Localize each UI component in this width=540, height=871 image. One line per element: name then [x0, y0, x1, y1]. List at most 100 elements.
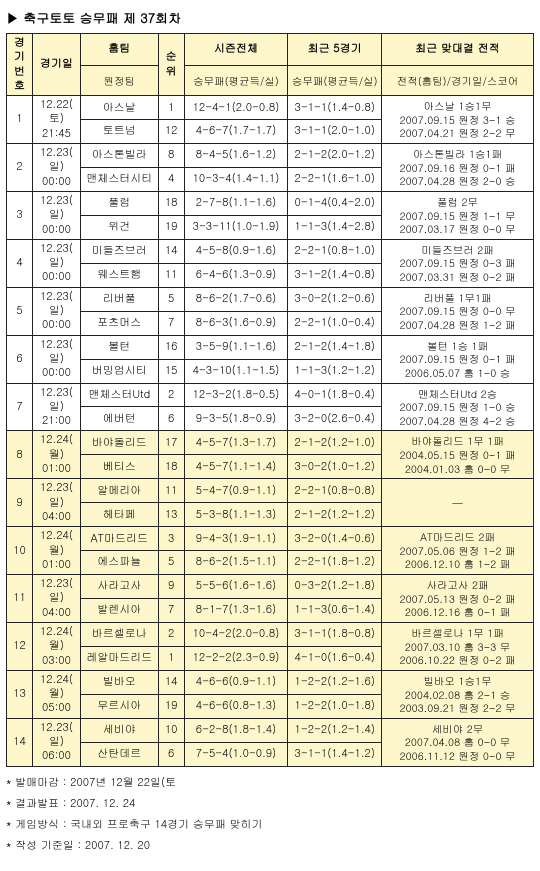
h2h: 바야돌리드 1무 1패2004.05.15 원정 0-1 패2004.01.03…	[382, 431, 534, 479]
away-rank: 19	[158, 694, 184, 718]
home-rank: 11	[158, 479, 184, 503]
home-recent5: 0-1-4(0.4-2.0)	[288, 191, 382, 215]
away-rank: 6	[158, 742, 184, 766]
away-recent5: 1-1-3(0.6-1.4)	[288, 599, 382, 623]
h2h: 볼턴 1승 1패2007.09.15 원정 0-1 패2006.05.07 홈 …	[382, 335, 534, 383]
hdr-matchno: 경기번호	[7, 34, 33, 96]
home-season: 12-3-2(1.8-0.5)	[184, 383, 288, 407]
home-recent5: 3-0-2(1.2-0.6)	[288, 287, 382, 311]
match-date: 12.23(일)00:00	[32, 144, 80, 192]
match-date: 12.23(일)04:00	[32, 575, 80, 623]
away-team: 레알마드리드	[80, 646, 158, 670]
away-rank: 7	[158, 599, 184, 623]
match-date: 12.22(토)21:45	[32, 96, 80, 144]
away-team: 무르시아	[80, 694, 158, 718]
h2h: 사라고사 2패2007.05.13 원정 0-2 패2006.12.16 홈 0…	[382, 575, 534, 623]
home-team: 알메리아	[80, 479, 158, 503]
hdr-sub-stat2: 승무패(평균득/실)	[288, 65, 382, 96]
home-recent5: 3-1-1(1.4-0.8)	[288, 96, 382, 120]
home-season: 5-4-7(0.9-1.1)	[184, 479, 288, 503]
footer-line: * 발매마감 : 2007년 12월 22일(토	[6, 775, 534, 790]
home-rank: 18	[158, 191, 184, 215]
match-date: 12.24(월)01:00	[32, 527, 80, 575]
away-team: 위건	[80, 215, 158, 239]
home-team: 세비야	[80, 718, 158, 742]
home-team: 미들즈브러	[80, 239, 158, 263]
away-team: 발렌시아	[80, 599, 158, 623]
away-recent5: 3-1-2(1.4-0.8)	[288, 263, 382, 287]
h2h: 아스톤빌라 1승1패2007.09.16 원정 0-1 패2007.04.28 …	[382, 144, 534, 192]
match-date: 12.23(일)00:00	[32, 191, 80, 239]
home-recent5: 1-2-2(1.2-1.6)	[288, 670, 382, 694]
away-recent5: 3-0-2(1.0-1.2)	[288, 455, 382, 479]
home-team: 아스날	[80, 96, 158, 120]
away-team: 에스파뇰	[80, 551, 158, 575]
away-season: 4-3-10(1.1-1.5)	[184, 359, 288, 383]
home-season: 8-6-2(1.7-0.6)	[184, 287, 288, 311]
home-rank: 16	[158, 335, 184, 359]
hdr-date: 경기일	[32, 34, 80, 96]
match-no: 13	[7, 670, 33, 718]
away-team: 포츠머스	[80, 311, 158, 335]
home-recent5: 2-1-2(2.0-1.2)	[288, 144, 382, 168]
match-no: 11	[7, 575, 33, 623]
match-no: 1	[7, 96, 33, 144]
home-rank: 14	[158, 239, 184, 263]
home-rank: 17	[158, 431, 184, 455]
footer-line: * 게임방식 : 국내외 프로축구 14경기 승무패 맞히기	[6, 817, 534, 832]
match-date: 12.24(월)03:00	[32, 622, 80, 670]
match-no: 7	[7, 383, 33, 431]
match-no: 4	[7, 239, 33, 287]
away-recent5: 2-2-1(1.6-1.0)	[288, 168, 382, 192]
match-date: 12.24(월)01:00	[32, 431, 80, 479]
match-date: 12.23(일)04:00	[32, 479, 80, 527]
home-team: AT마드리드	[80, 527, 158, 551]
match-no: 14	[7, 718, 33, 766]
match-date: 12.23(일)21:00	[32, 383, 80, 431]
away-season: 7-5-4(1.0-0.9)	[184, 742, 288, 766]
h2h: 아스날 1승1무2007.09.15 원정 3-1 승2007.04.21 원정…	[382, 96, 534, 144]
h2h: 미들즈브러 2패2007.09.15 원정 0-3 패2007.03.31 원정…	[382, 239, 534, 287]
home-season: 10-4-2(2.0-0.8)	[184, 622, 288, 646]
away-rank: 12	[158, 120, 184, 144]
away-recent5: 1-1-3(1.4-2.8)	[288, 215, 382, 239]
match-no: 2	[7, 144, 33, 192]
home-team: 바르셀로나	[80, 622, 158, 646]
away-season: 5-3-8(1.1-1.3)	[184, 503, 288, 527]
away-team: 헤타페	[80, 503, 158, 527]
away-season: 8-1-7(1.3-1.6)	[184, 599, 288, 623]
home-rank: 3	[158, 527, 184, 551]
away-recent5: 4-1-0(1.6-0.4)	[288, 646, 382, 670]
home-team: 풀럼	[80, 191, 158, 215]
away-team: 에버턴	[80, 407, 158, 431]
home-season: 4-5-7(1.3-1.7)	[184, 431, 288, 455]
hdr-home: 홈팀	[80, 34, 158, 66]
home-rank: 9	[158, 575, 184, 599]
away-recent5: 1-1-3(1.2-1.2)	[288, 359, 382, 383]
hdr-h2h: 최근 맞대결 전적	[382, 34, 534, 66]
h2h: 리버풀 1무1패2007.09.15 원정 0-0 무2007.04.28 원정…	[382, 287, 534, 335]
home-rank: 10	[158, 718, 184, 742]
match-no: 8	[7, 431, 33, 479]
hdr-sub-stat: 승무패(평균득/실)	[184, 65, 288, 96]
footer-line: * 작성 기준일 : 2007. 12. 20	[6, 838, 534, 853]
away-rank: 4	[158, 168, 184, 192]
home-rank: 2	[158, 383, 184, 407]
page-title: ▶ 축구토토 승무패 제 37회차	[0, 0, 540, 33]
away-team: 웨스트햄	[80, 263, 158, 287]
home-rank: 14	[158, 670, 184, 694]
match-no: 10	[7, 527, 33, 575]
away-rank: 18	[158, 455, 184, 479]
h2h: 풀럼 2무2007.09.15 원정 1-1 무2007.03.17 원정 0-…	[382, 191, 534, 239]
away-season: 8-6-2(1.5-1.1)	[184, 551, 288, 575]
home-season: 8-4-5(1.6-1.2)	[184, 144, 288, 168]
away-recent5: 3-1-1(2.0-1.0)	[288, 120, 382, 144]
match-no: 12	[7, 622, 33, 670]
away-rank: 5	[158, 551, 184, 575]
away-season: 6-4-6(1.3-0.9)	[184, 263, 288, 287]
away-season: 4-6-6(0.8-1.3)	[184, 694, 288, 718]
match-date: 12.24(월)05:00	[32, 670, 80, 718]
match-no: 6	[7, 335, 33, 383]
away-recent5: 2-2-1(1.8-1.2)	[288, 551, 382, 575]
footer-line: * 결과발표 : 2007. 12. 24	[6, 796, 534, 811]
